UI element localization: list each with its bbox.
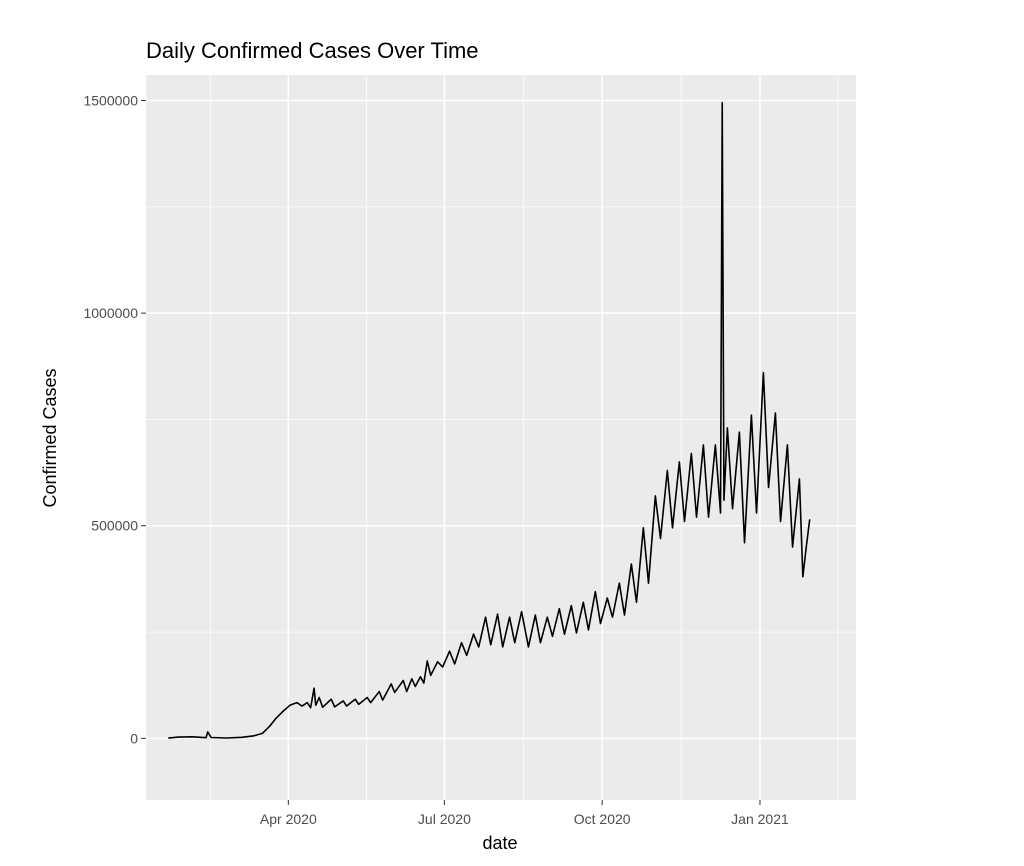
major-gridlines — [146, 75, 856, 800]
y-axis: 0 500000 1000000 1500000 — [83, 93, 146, 746]
x-tick-label: Oct 2020 — [574, 811, 631, 827]
x-tick-label: Jul 2020 — [418, 811, 471, 827]
series-line — [168, 101, 811, 739]
y-tick-label: 500000 — [91, 518, 138, 534]
x-axis-label: date — [482, 833, 517, 853]
y-tick-label: 1500000 — [83, 93, 138, 109]
x-axis: Apr 2020 Jul 2020 Oct 2020 Jan 2021 — [260, 800, 789, 827]
x-tick-label: Apr 2020 — [260, 811, 317, 827]
chart-title: Daily Confirmed Cases Over Time — [146, 38, 479, 63]
y-tick-label: 0 — [130, 730, 138, 746]
x-tick-label: Jan 2021 — [731, 811, 789, 827]
plot-panel — [146, 75, 856, 800]
y-tick-label: 1000000 — [83, 305, 138, 321]
minor-gridlines — [146, 75, 856, 800]
y-axis-label: Confirmed Cases — [40, 368, 60, 507]
